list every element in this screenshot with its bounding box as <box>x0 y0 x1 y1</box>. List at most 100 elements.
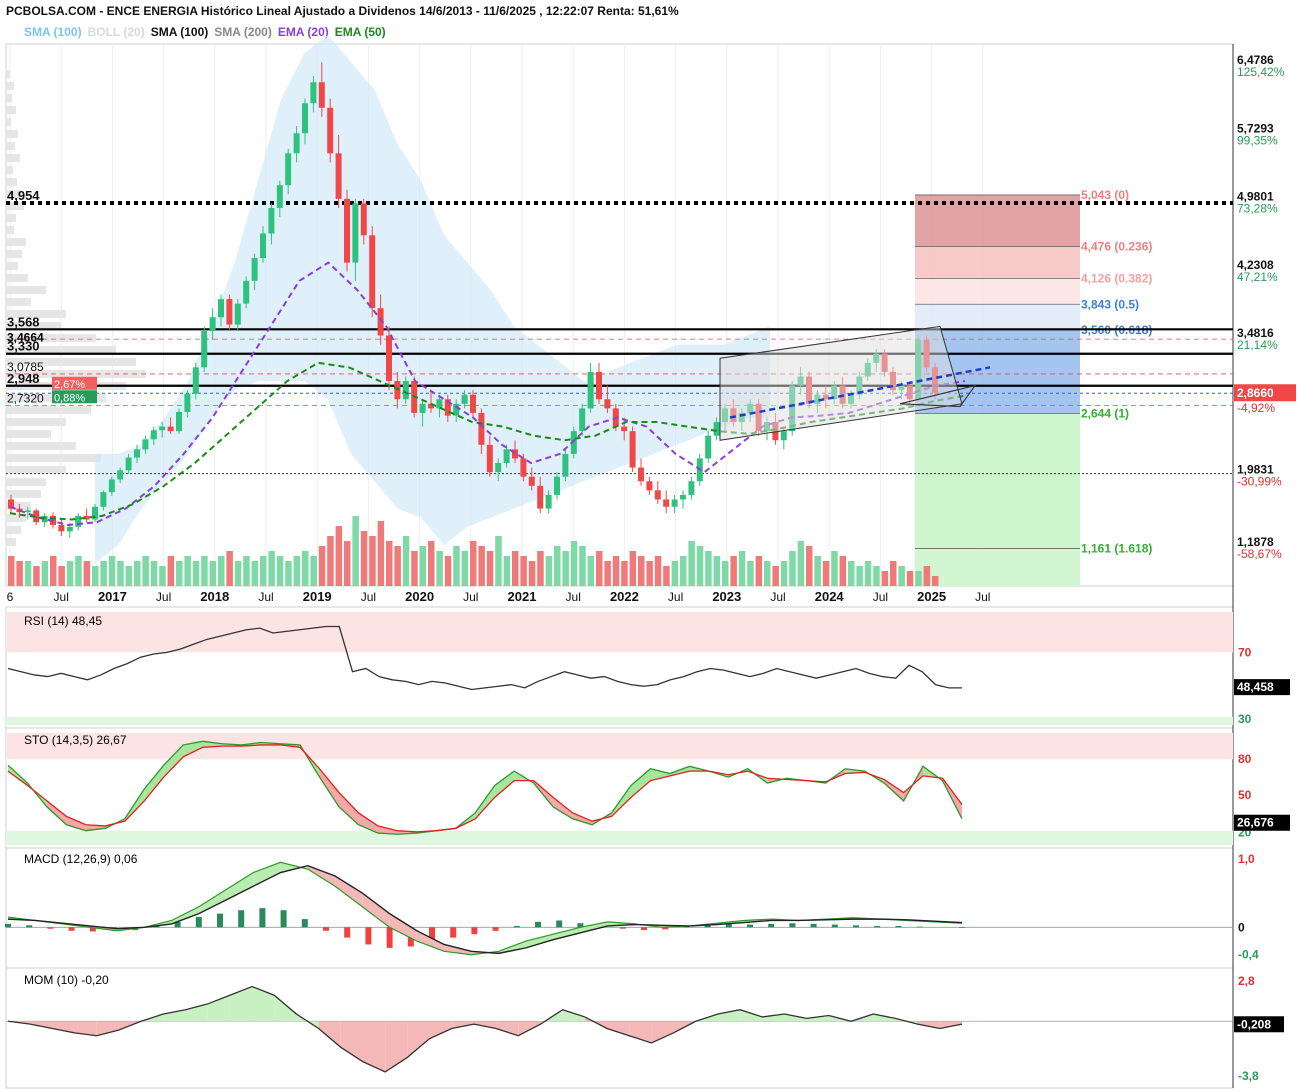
macd-hist-bar <box>259 908 266 928</box>
volume-bar <box>713 556 721 586</box>
volume-profile-bar <box>6 478 46 486</box>
volume-bar <box>932 576 939 586</box>
legend-item: BOLL (20) <box>87 25 145 39</box>
panel-frame-3 <box>5 847 1234 969</box>
macd-hist-bar <box>365 927 372 945</box>
x-tick-label: 2018 <box>200 589 229 604</box>
mom-title: MOM (10) -0,20 <box>24 973 109 987</box>
candle-body <box>512 449 518 459</box>
volume-profile-bar <box>6 514 26 522</box>
volume-profile-bar <box>6 274 28 282</box>
mom-level-label: -3,8 <box>1238 1069 1259 1083</box>
volume-bar <box>142 556 149 586</box>
macd-title: MACD (12,26,9) 0,06 <box>24 852 138 866</box>
macd-fill <box>307 865 336 887</box>
x-tick-label: 2017 <box>98 589 127 604</box>
candle-body <box>680 494 686 500</box>
wedge-mark <box>899 384 977 408</box>
volume-bar <box>260 556 267 586</box>
macd-hist-bar <box>725 923 732 928</box>
macd-hist-bar <box>535 921 541 928</box>
macd-fill <box>335 875 363 907</box>
x-tick-label: Jul <box>975 590 990 604</box>
candle-body <box>92 506 98 520</box>
mom-last-badge <box>1234 1016 1284 1033</box>
volume-profile-bar <box>6 370 146 378</box>
volume-bar <box>100 561 107 586</box>
x-tick-label: Jul <box>873 590 888 604</box>
macd-hist-bar <box>853 925 859 928</box>
candle-body <box>386 335 392 382</box>
sto-level-label: 50 <box>1238 788 1252 802</box>
volume-profile-bar <box>6 166 13 174</box>
macd-fill <box>525 934 554 948</box>
overlay-badge <box>52 376 97 390</box>
macd-fill <box>416 930 445 952</box>
mom-fill <box>163 1009 186 1022</box>
volume-profile-bar <box>6 358 136 366</box>
volume-bar <box>864 561 872 586</box>
macd-hist-bar <box>429 927 435 943</box>
sto-fill <box>319 768 339 807</box>
candle-body <box>260 233 266 259</box>
candle-body <box>562 453 569 477</box>
volume-profile-bar <box>6 178 17 186</box>
mom-fill <box>229 986 253 1022</box>
volume-bar <box>755 556 763 586</box>
volume-bar <box>780 561 788 586</box>
volume-bar <box>285 561 292 586</box>
volume-bar <box>764 561 771 586</box>
volume-bar <box>596 551 603 586</box>
volume-bar <box>209 561 217 586</box>
candle-body <box>369 235 376 309</box>
mom-fill <box>30 1021 53 1029</box>
x-tick-label: 2019 <box>303 589 332 604</box>
level-label: 3,330 <box>7 339 40 354</box>
x-tick-label: Jul <box>668 590 683 604</box>
y-tick-label: 1,9831 <box>1237 463 1274 477</box>
volume-bar <box>638 556 645 586</box>
volume-bar <box>654 556 662 586</box>
volume-bar <box>58 566 65 586</box>
mom-line <box>7 985 963 1073</box>
volume-bar <box>218 556 225 586</box>
volume-profile-bar <box>6 466 66 474</box>
fib-level-label: 3,843 (0.5) <box>1081 297 1139 311</box>
macd-hist-bar <box>810 923 817 928</box>
macd-fill <box>389 913 417 942</box>
level-label: 4,954 <box>7 188 40 203</box>
legend-item: EMA (50) <box>334 25 386 39</box>
macd-hist-bar <box>895 925 902 928</box>
macd-level-label: -0,4 <box>1238 948 1259 962</box>
candle-body <box>276 185 283 208</box>
candle-body <box>201 330 208 368</box>
volume-bar <box>797 541 805 586</box>
mom-fill <box>340 1021 363 1062</box>
mom-fill <box>429 1021 452 1039</box>
volume-profile-bar <box>6 130 18 138</box>
macd-hist-bar <box>323 927 329 931</box>
mom-fill <box>252 986 275 1022</box>
candle-body <box>24 510 31 513</box>
candle-body <box>83 515 90 520</box>
volume-bar <box>184 556 191 586</box>
x-tick-label: 2022 <box>610 589 639 604</box>
candle-body <box>780 431 787 441</box>
sto-fill <box>377 825 398 835</box>
volume-profile-bar <box>6 322 61 330</box>
mom-fill <box>651 1021 674 1043</box>
volume-bar <box>176 561 183 586</box>
volume-bar <box>856 566 863 586</box>
mom-fill <box>717 1009 741 1022</box>
macd-hist-bar <box>153 925 160 928</box>
volume-bar <box>839 556 847 586</box>
volume-bar <box>528 561 536 586</box>
macd-hist-bar <box>471 927 478 935</box>
volume-bar <box>268 551 275 586</box>
macd-hist-bar <box>174 921 181 928</box>
candle-body <box>134 449 140 458</box>
candle-body <box>352 203 359 263</box>
overlay-badge-text: 2,67% <box>54 379 85 391</box>
macd-signal-line <box>7 864 963 955</box>
y-tick-label: 4,9801 <box>1237 190 1274 204</box>
